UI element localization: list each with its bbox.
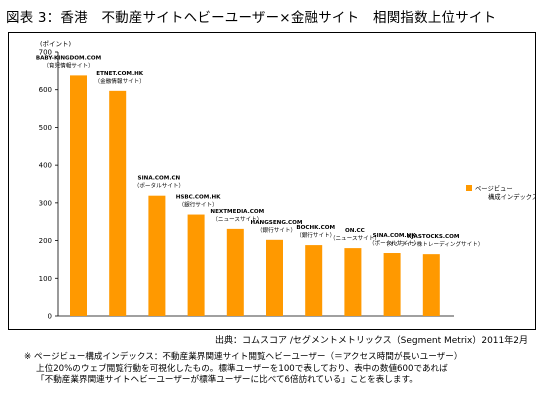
y-tick-label-0: 0 xyxy=(48,313,52,321)
source-note: 出典：コムスコア /セグメントメトリックス（Segment Metrix）201… xyxy=(215,336,528,346)
bar-2 xyxy=(148,195,166,316)
legend-label-line-1: ページビュー xyxy=(475,184,513,193)
bar-3 xyxy=(187,214,205,316)
bar-label-type-9: （オンライン株トレーディングサイト） xyxy=(383,240,483,248)
bar-7 xyxy=(344,248,362,316)
bar-0 xyxy=(70,75,87,316)
bar-label-name-4: NEXTMEDIA.COM xyxy=(210,209,264,215)
bar-8 xyxy=(383,253,401,316)
bar-chart: (ポイント) 0 100 200 300 400 500 600 700BABY-KINGDOM… xyxy=(36,40,536,321)
bar-label-type-4: （ニュースサイト） xyxy=(212,216,262,223)
bar-6 xyxy=(305,245,323,316)
bar-label-type-2: （ポータルサイト） xyxy=(134,182,184,190)
bar-5 xyxy=(266,239,283,316)
chart-frame xyxy=(8,32,536,330)
y-tick-label-5: 500 xyxy=(39,124,52,132)
bar-label-name-8: SINA.COM.HK xyxy=(373,233,417,239)
y-tick-label-2: 200 xyxy=(39,237,52,245)
bar-1 xyxy=(109,90,127,316)
footnote-line-3: 「不動産業界関連サイトヘビーユーザーが標準ユーザーに比べて6倍訪れている」ことを… xyxy=(36,375,418,385)
legend-label-line-2: 構成インデックス xyxy=(488,192,536,201)
bar-label-type-5: （銀行サイト） xyxy=(257,226,296,234)
bar-label-name-9: XJASTOCKS.COM xyxy=(407,234,460,240)
footnote: ※ ページビュー構成インデックス：不動産業界関連サイト閲覧ヘビーユーザー（＝アク… xyxy=(24,352,462,387)
bar-label-name-1: ETNET.COM.HK xyxy=(96,71,143,77)
y-tick-label-7: 700 xyxy=(39,49,52,57)
bar-label-name-0: BABY-KINGDOM.COM xyxy=(36,55,102,61)
chart-title: 図表 3：香港 不動産サイトヘビーユーザー×金融サイト 相関指数上位サイト xyxy=(6,10,497,26)
bar-label-name-5: HANGSENG.COM xyxy=(251,220,303,226)
bar-label-type-6: （銀行サイト） xyxy=(296,231,335,239)
bar-4 xyxy=(226,228,244,316)
bar-label-type-0: （育児情報サイト） xyxy=(43,61,93,69)
y-tick-label-6: 600 xyxy=(39,86,52,94)
footnote-line-1: ※ ページビュー構成インデックス：不動産業界関連サイト閲覧ヘビーユーザー（＝アク… xyxy=(24,352,463,362)
y-tick-label-1: 100 xyxy=(39,275,52,283)
y-tick-label-4: 400 xyxy=(39,162,52,170)
legend-swatch xyxy=(466,185,472,191)
bar-label-type-1: （金融情報サイト） xyxy=(95,77,145,85)
bar-9 xyxy=(422,254,440,316)
y-axis-unit: (ポイント) xyxy=(40,40,71,48)
bar-label-type-8: （ポータルサイト） xyxy=(369,239,419,247)
bar-label-name-6: BOCHK.COM xyxy=(296,225,335,231)
bar-label-type-3: （銀行サイト） xyxy=(179,201,218,209)
bar-label-name-3: HSBC.COM.HK xyxy=(176,195,221,201)
footnote-line-2: 上位20%のウェブ閲覧行動を可視化したもの。標準ユーザーを100で表しており、表… xyxy=(36,363,448,374)
y-tick-label-3: 300 xyxy=(39,199,52,207)
bar-label-name-7: ON.CC xyxy=(345,228,365,234)
bar-label-name-2: SINA.COM.CN xyxy=(138,176,181,182)
bar-label-type-7: （ニュースサイト） xyxy=(330,235,380,242)
